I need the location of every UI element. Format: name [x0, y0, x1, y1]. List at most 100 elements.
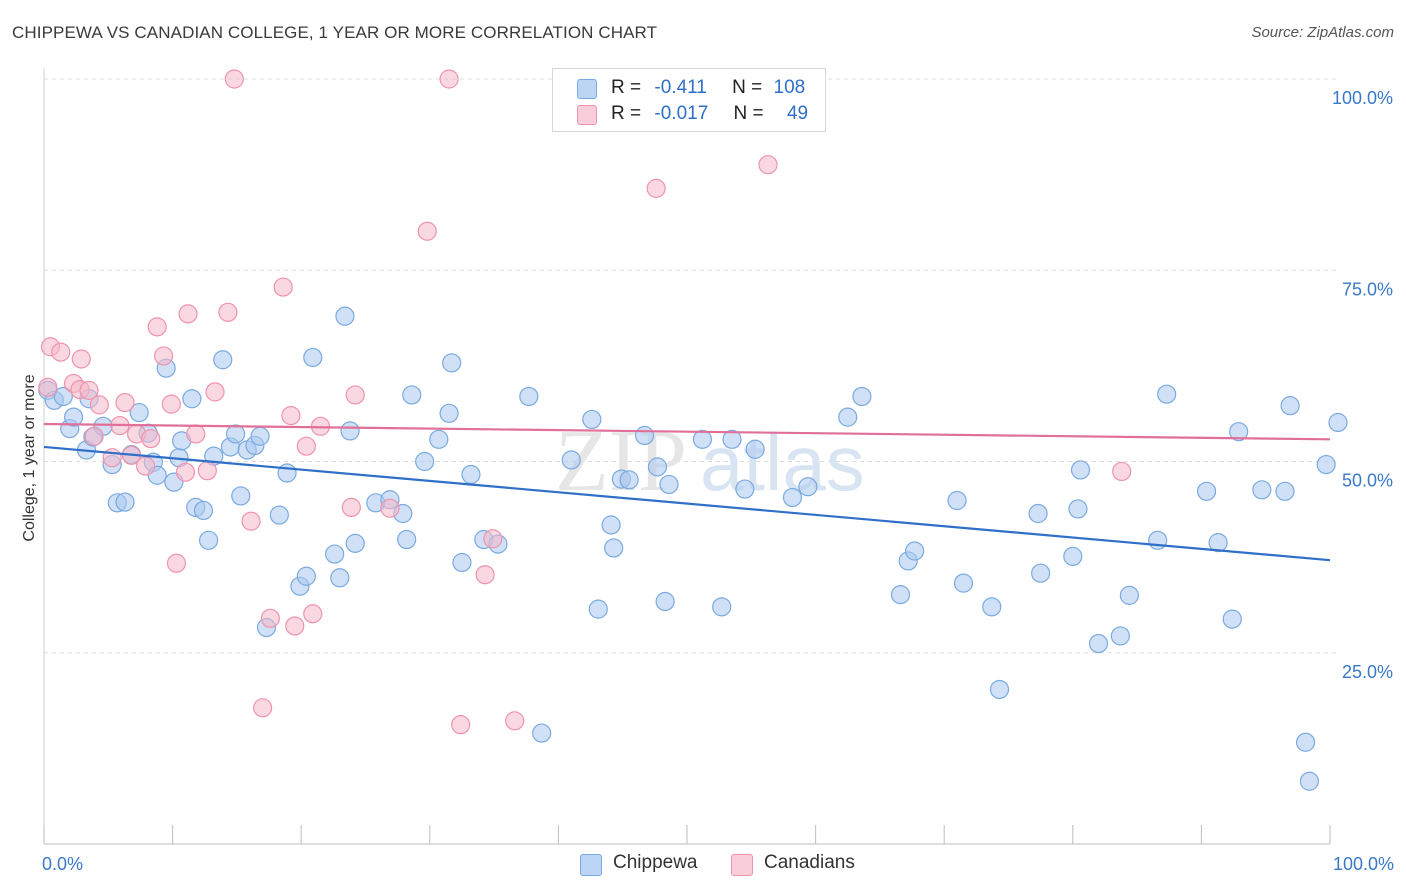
- chippewa-point: [712, 597, 732, 617]
- chippewa-point: [1068, 499, 1088, 519]
- chippewa-point: [340, 421, 360, 441]
- chart-title: CHIPPEWA VS CANADIAN COLLEGE, 1 YEAR OR …: [12, 23, 658, 42]
- chippewa-point: [402, 385, 422, 405]
- chippewa-point: [277, 463, 297, 483]
- chippewa-point: [989, 679, 1010, 700]
- legend-n-value: 108: [773, 77, 806, 98]
- canadians-point: [89, 395, 109, 415]
- chippewa-point: [1196, 481, 1217, 501]
- canadians-point: [241, 511, 261, 531]
- chippewa-point: [325, 544, 345, 564]
- grid-lines: [44, 78, 1338, 654]
- canadians-point: [273, 277, 293, 297]
- source-note: Source: ZipAtlas.com: [1251, 24, 1394, 41]
- chippewa-point: [905, 541, 925, 561]
- axes: [43, 68, 1331, 845]
- chippewa-point: [582, 409, 602, 430]
- chippewa-point: [303, 347, 323, 368]
- chippewa-point: [1328, 412, 1348, 433]
- canadians-point: [38, 377, 58, 397]
- legend-swatch-chippewa: [577, 79, 597, 99]
- legend-r-value: -0.017: [654, 103, 709, 124]
- canadians-point: [260, 608, 280, 628]
- canadians-point: [115, 392, 135, 413]
- chippewa-trend-line: [43, 445, 1331, 562]
- x-tick-label: 100.0%: [1333, 854, 1394, 874]
- chippewa-point: [1316, 454, 1336, 475]
- trend-lines: [43, 422, 1331, 562]
- canadians-point: [417, 221, 437, 241]
- canadians-point: [224, 69, 244, 89]
- canadians-point: [341, 497, 361, 517]
- canadians-point: [296, 436, 316, 456]
- canadians-point: [135, 456, 156, 476]
- chippewa-point: [601, 515, 621, 535]
- chippewa-point: [953, 573, 974, 593]
- y-tick-label: 75.0%: [1342, 279, 1393, 299]
- bottom-legend-label-chippewa: Chippewa: [613, 852, 698, 873]
- canadians-point: [218, 302, 238, 322]
- canadians-point: [646, 178, 666, 198]
- canadians-point: [303, 604, 323, 624]
- chippewa-point: [838, 407, 858, 427]
- chippewa-point: [1157, 384, 1177, 404]
- chippewa-point: [1028, 503, 1048, 524]
- canadians-point: [281, 406, 301, 426]
- chippewa-point: [1229, 422, 1249, 442]
- chippewa-point: [722, 429, 742, 449]
- legend-r-label: R =: [611, 77, 642, 98]
- chippewa-point: [226, 424, 246, 444]
- canadians-point: [153, 346, 174, 366]
- chippewa-point: [439, 403, 459, 423]
- canadians-point: [197, 461, 217, 481]
- canadians-point: [1112, 461, 1132, 482]
- legend-n-value: 49: [786, 103, 809, 124]
- y-tick-label: 100.0%: [1332, 88, 1393, 108]
- chippewa-point: [519, 386, 539, 407]
- canadians-point: [439, 69, 459, 89]
- correlation-legend: R = -0.411 N = 108 R = -0.017 N = 49: [552, 68, 826, 132]
- chippewa-point: [655, 591, 675, 612]
- chippewa-point: [604, 538, 624, 558]
- chippewa-point: [659, 474, 679, 495]
- canadians-point: [758, 155, 778, 175]
- legend-r-value: -0.411: [654, 77, 707, 98]
- chippewa-point: [735, 479, 755, 499]
- bottom-legend-label-canadians: Canadians: [764, 852, 855, 873]
- canadians-point: [175, 462, 196, 482]
- chippewa-point: [296, 566, 316, 586]
- canadians-point: [141, 428, 161, 449]
- chippewa-point: [442, 353, 462, 373]
- canadians-point: [451, 715, 471, 735]
- bottom-legend-swatch-canadians: [731, 854, 753, 876]
- chippewa-point: [115, 492, 135, 512]
- chippewa-point: [193, 500, 214, 521]
- canadians-point: [178, 304, 198, 324]
- chippewa-point: [1119, 585, 1139, 605]
- canadians-point: [285, 616, 305, 636]
- canadians-point: [79, 380, 99, 400]
- canadians-point: [166, 553, 187, 573]
- chippewa-point: [692, 429, 713, 449]
- chippewa-point: [561, 450, 581, 470]
- chippewa-point: [1280, 396, 1300, 416]
- legend-n-label: N =: [732, 77, 763, 98]
- canadians-point: [51, 342, 71, 362]
- chippewa-point: [1275, 481, 1295, 501]
- chippewa-point: [982, 597, 1002, 617]
- canadians-point: [205, 382, 225, 402]
- chippewa-point: [1031, 563, 1051, 583]
- tick-labels: 25.0% 50.0% 75.0% 100.0% 0.0% 100.0%: [42, 88, 1394, 874]
- chippewa-point: [345, 533, 365, 553]
- chippewa-point: [429, 429, 449, 449]
- chippewa-point: [532, 723, 552, 743]
- canadians-point: [345, 385, 365, 405]
- chippewa-point: [619, 470, 639, 490]
- chippewa-point: [1110, 626, 1130, 646]
- chippewa-point: [634, 425, 655, 446]
- chippewa-point: [250, 426, 270, 446]
- y-tick-label: 50.0%: [1342, 471, 1393, 491]
- legend-r-label: R =: [611, 103, 642, 124]
- chippewa-point: [1208, 532, 1228, 553]
